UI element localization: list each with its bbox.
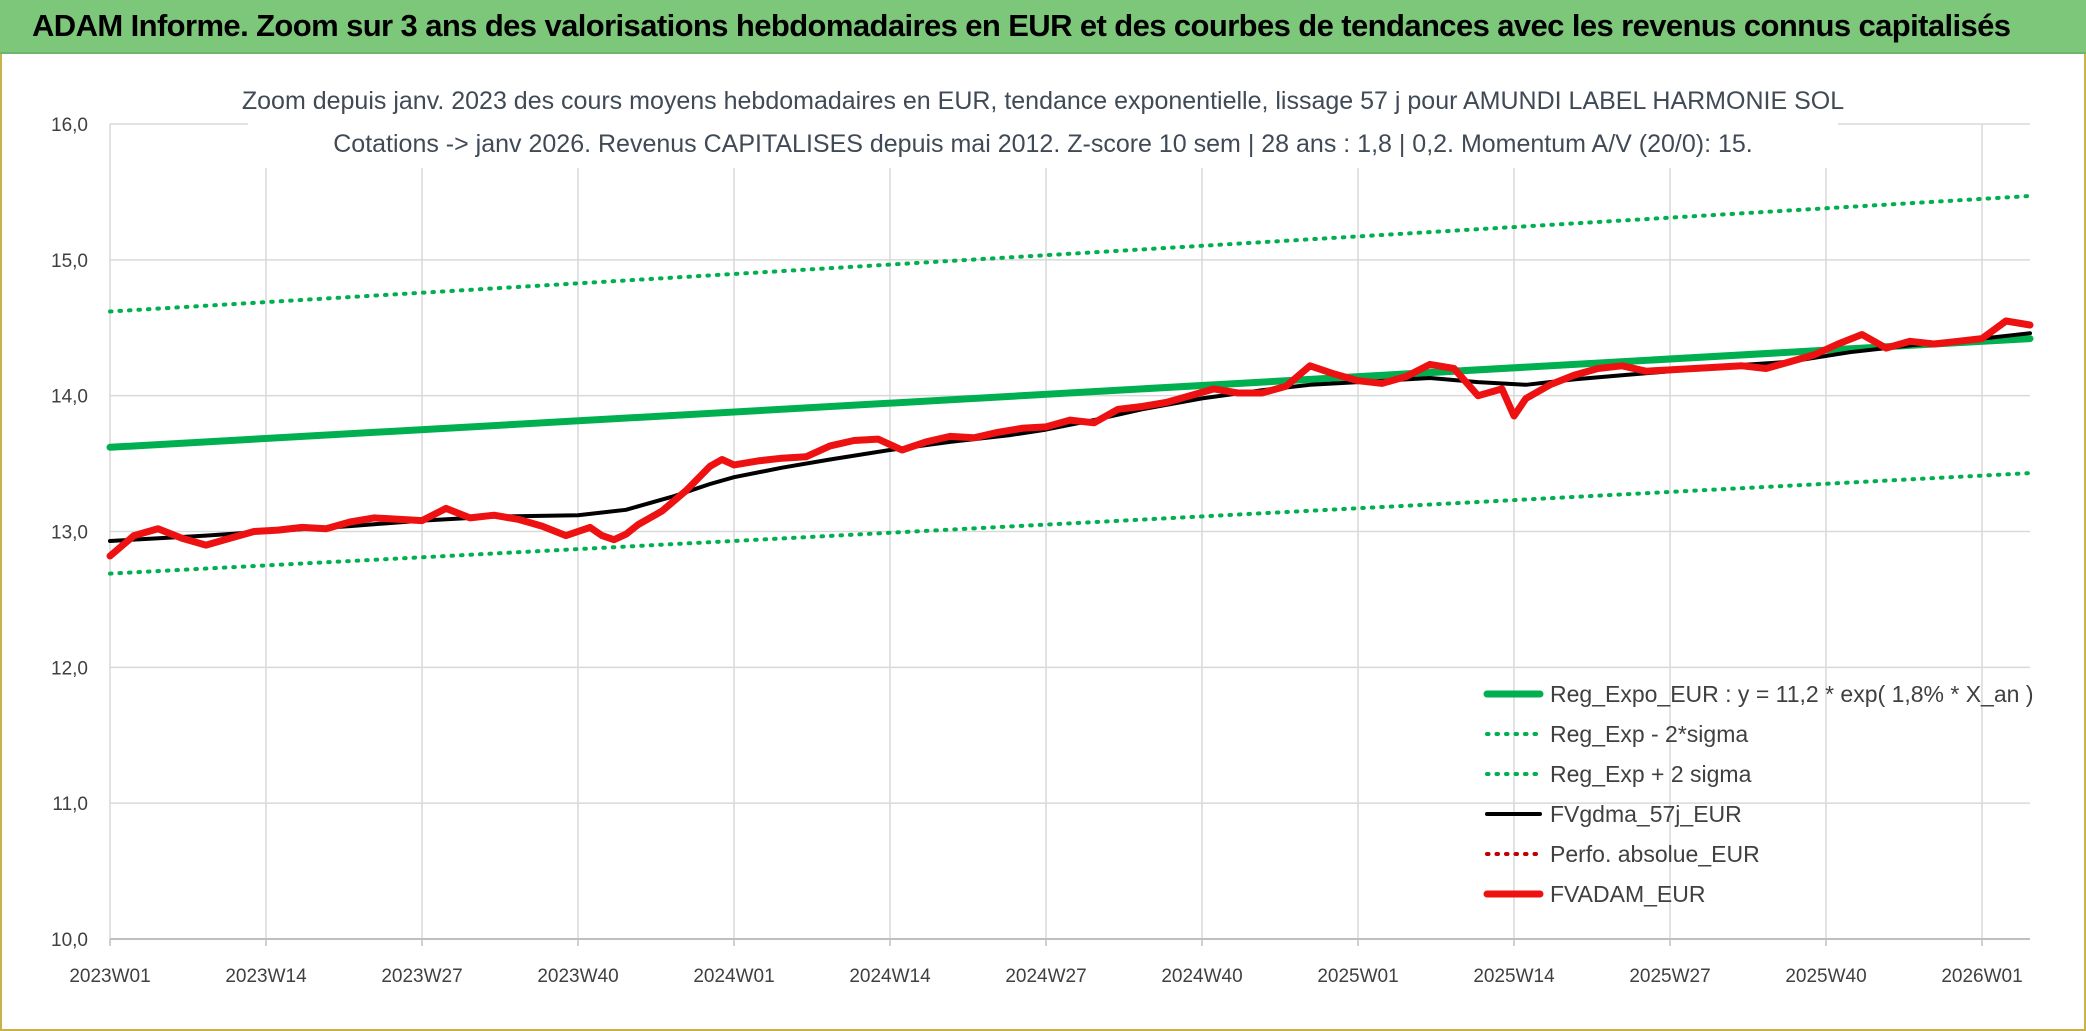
y-tick-label: 10,0: [51, 930, 88, 951]
series-line-1: [108, 471, 2032, 576]
report-title: ADAM Informe. Zoom sur 3 ans des valoris…: [32, 8, 2011, 43]
x-tick-label: 2024W40: [1161, 966, 1242, 987]
series-layer: [106, 194, 2034, 576]
x-tick-label: 2023W27: [381, 966, 462, 987]
grid-lines: [109, 123, 2030, 946]
x-tick-label: 2025W01: [1317, 966, 1398, 987]
x-tick-label: 2025W14: [1473, 966, 1555, 987]
x-tick-label: 2023W14: [225, 966, 307, 987]
legend-label: Reg_Expo_EUR : y = 11,2 * exp( 1,8% * X_…: [1550, 681, 2033, 707]
x-tick-label: 2025W40: [1785, 966, 1866, 987]
y-tick-label: 15,0: [51, 251, 88, 272]
y-tick-label: 12,0: [51, 658, 88, 679]
x-tick-label: 2023W40: [537, 966, 618, 987]
x-tick-label: 2024W14: [849, 966, 931, 987]
series-line-0: [106, 335, 2034, 451]
y-axis-ticks: 10,0 11,0 12,0 13,0 14,0 15,0 16,0: [51, 115, 88, 951]
y-tick-label: 16,0: [51, 115, 88, 136]
legend-label: Reg_Exp - 2*sigma: [1550, 721, 1748, 747]
legend-label: FVADAM_EUR: [1550, 881, 1706, 907]
y-tick-label: 14,0: [51, 387, 88, 408]
legend: Reg_Expo_EUR : y = 11,2 * exp( 1,8% * X_…: [1483, 681, 2033, 907]
x-tick-label: 2024W27: [1005, 966, 1086, 987]
x-tick-label: 2025W27: [1629, 966, 1710, 987]
y-tick-label: 13,0: [51, 523, 88, 544]
x-tick-label: 2024W01: [693, 966, 774, 987]
chart-subtitle: Cotations -> janv 2026. Revenus CAPITALI…: [333, 130, 1753, 158]
legend-label: Perfo. absolue_EUR: [1550, 841, 1760, 867]
y-tick-label: 11,0: [52, 794, 88, 815]
header-banner: ADAM Informe. Zoom sur 3 ans des valoris…: [0, 0, 2086, 54]
legend-label: Reg_Exp + 2 sigma: [1550, 761, 1752, 787]
series-line-5: [106, 317, 2034, 560]
x-tick-label: 2023W01: [69, 966, 150, 987]
x-tick-label: 2026W01: [1941, 966, 2022, 987]
x-axis-ticks: 2023W01 2023W14 2023W27 2023W40 2024W01 2024W…: [69, 966, 2022, 987]
chart-title-background: [248, 76, 1838, 168]
legend-label: FVgdma_57j_EUR: [1550, 801, 1742, 827]
series-line-2: [108, 194, 2032, 314]
chart-title: Zoom depuis janv. 2023 des cours moyens …: [242, 87, 1844, 115]
